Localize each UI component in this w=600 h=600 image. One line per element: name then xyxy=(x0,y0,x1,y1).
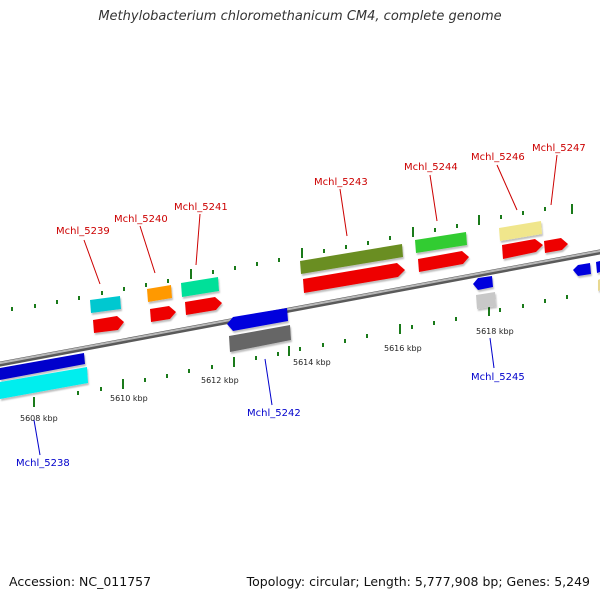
gene-label-mchl-5238[interactable]: Mchl_5238 xyxy=(16,458,70,469)
gene-label-mchl-5241[interactable]: Mchl_5241 xyxy=(174,202,228,213)
forward-leader-lines xyxy=(83,154,558,285)
gene-label-mchl-5244[interactable]: Mchl_5244 xyxy=(404,162,458,173)
scale-label: 5608 kbp xyxy=(20,414,58,423)
gene-feature-mchl-5242[interactable] xyxy=(227,308,291,352)
reverse-leader-lines xyxy=(33,337,495,456)
gene-feature-mchl-5240[interactable] xyxy=(147,285,176,322)
accession-text: Accession: NC_011757 xyxy=(9,574,152,589)
genome-backbone xyxy=(0,249,600,367)
gene-feature-mchl-5238[interactable] xyxy=(0,353,88,399)
gene-feature-mchl-5243[interactable] xyxy=(300,244,405,293)
gene-feature-mchl-5239[interactable] xyxy=(90,296,124,333)
scale-label: 5612 kbp xyxy=(201,376,239,385)
gene-label-mchl-5245[interactable]: Mchl_5245 xyxy=(471,372,525,383)
gene-label-mchl-5243[interactable]: Mchl_5243 xyxy=(314,177,368,188)
gene-feature-mchl-5247[interactable] xyxy=(544,238,568,253)
gene-label-mchl-5239[interactable]: Mchl_5239 xyxy=(56,226,110,237)
gene-label-mchl-5242[interactable]: Mchl_5242 xyxy=(247,408,301,419)
gene-label-mchl-5246[interactable]: Mchl_5246 xyxy=(471,152,525,163)
gene-label-mchl-5240[interactable]: Mchl_5240 xyxy=(114,214,168,225)
gene-feature-edge xyxy=(573,261,600,291)
reverse-major-ticks xyxy=(33,306,490,407)
forward-tick-row xyxy=(11,207,546,311)
reverse-tick-row xyxy=(77,295,568,395)
scale-label: 5614 kbp xyxy=(293,358,331,367)
scale-label: 5610 kbp xyxy=(110,394,148,403)
forward-major-ticks xyxy=(190,204,573,279)
gene-feature-mchl-5246[interactable] xyxy=(499,221,543,259)
gene-feature-mchl-5241[interactable] xyxy=(181,277,222,315)
scale-label: 5616 kbp xyxy=(384,344,422,353)
genome-info-text: Topology: circular; Length: 5,777,908 bp… xyxy=(246,574,590,589)
gene-label-mchl-5247[interactable]: Mchl_5247 xyxy=(532,143,586,154)
map-title: Methylobacterium chloromethanicum CM4, c… xyxy=(98,9,502,24)
gene-feature-mchl-5245[interactable] xyxy=(473,276,496,309)
scale-label: 5618 kbp xyxy=(476,327,514,336)
gene-feature-mchl-5244[interactable] xyxy=(415,232,469,272)
